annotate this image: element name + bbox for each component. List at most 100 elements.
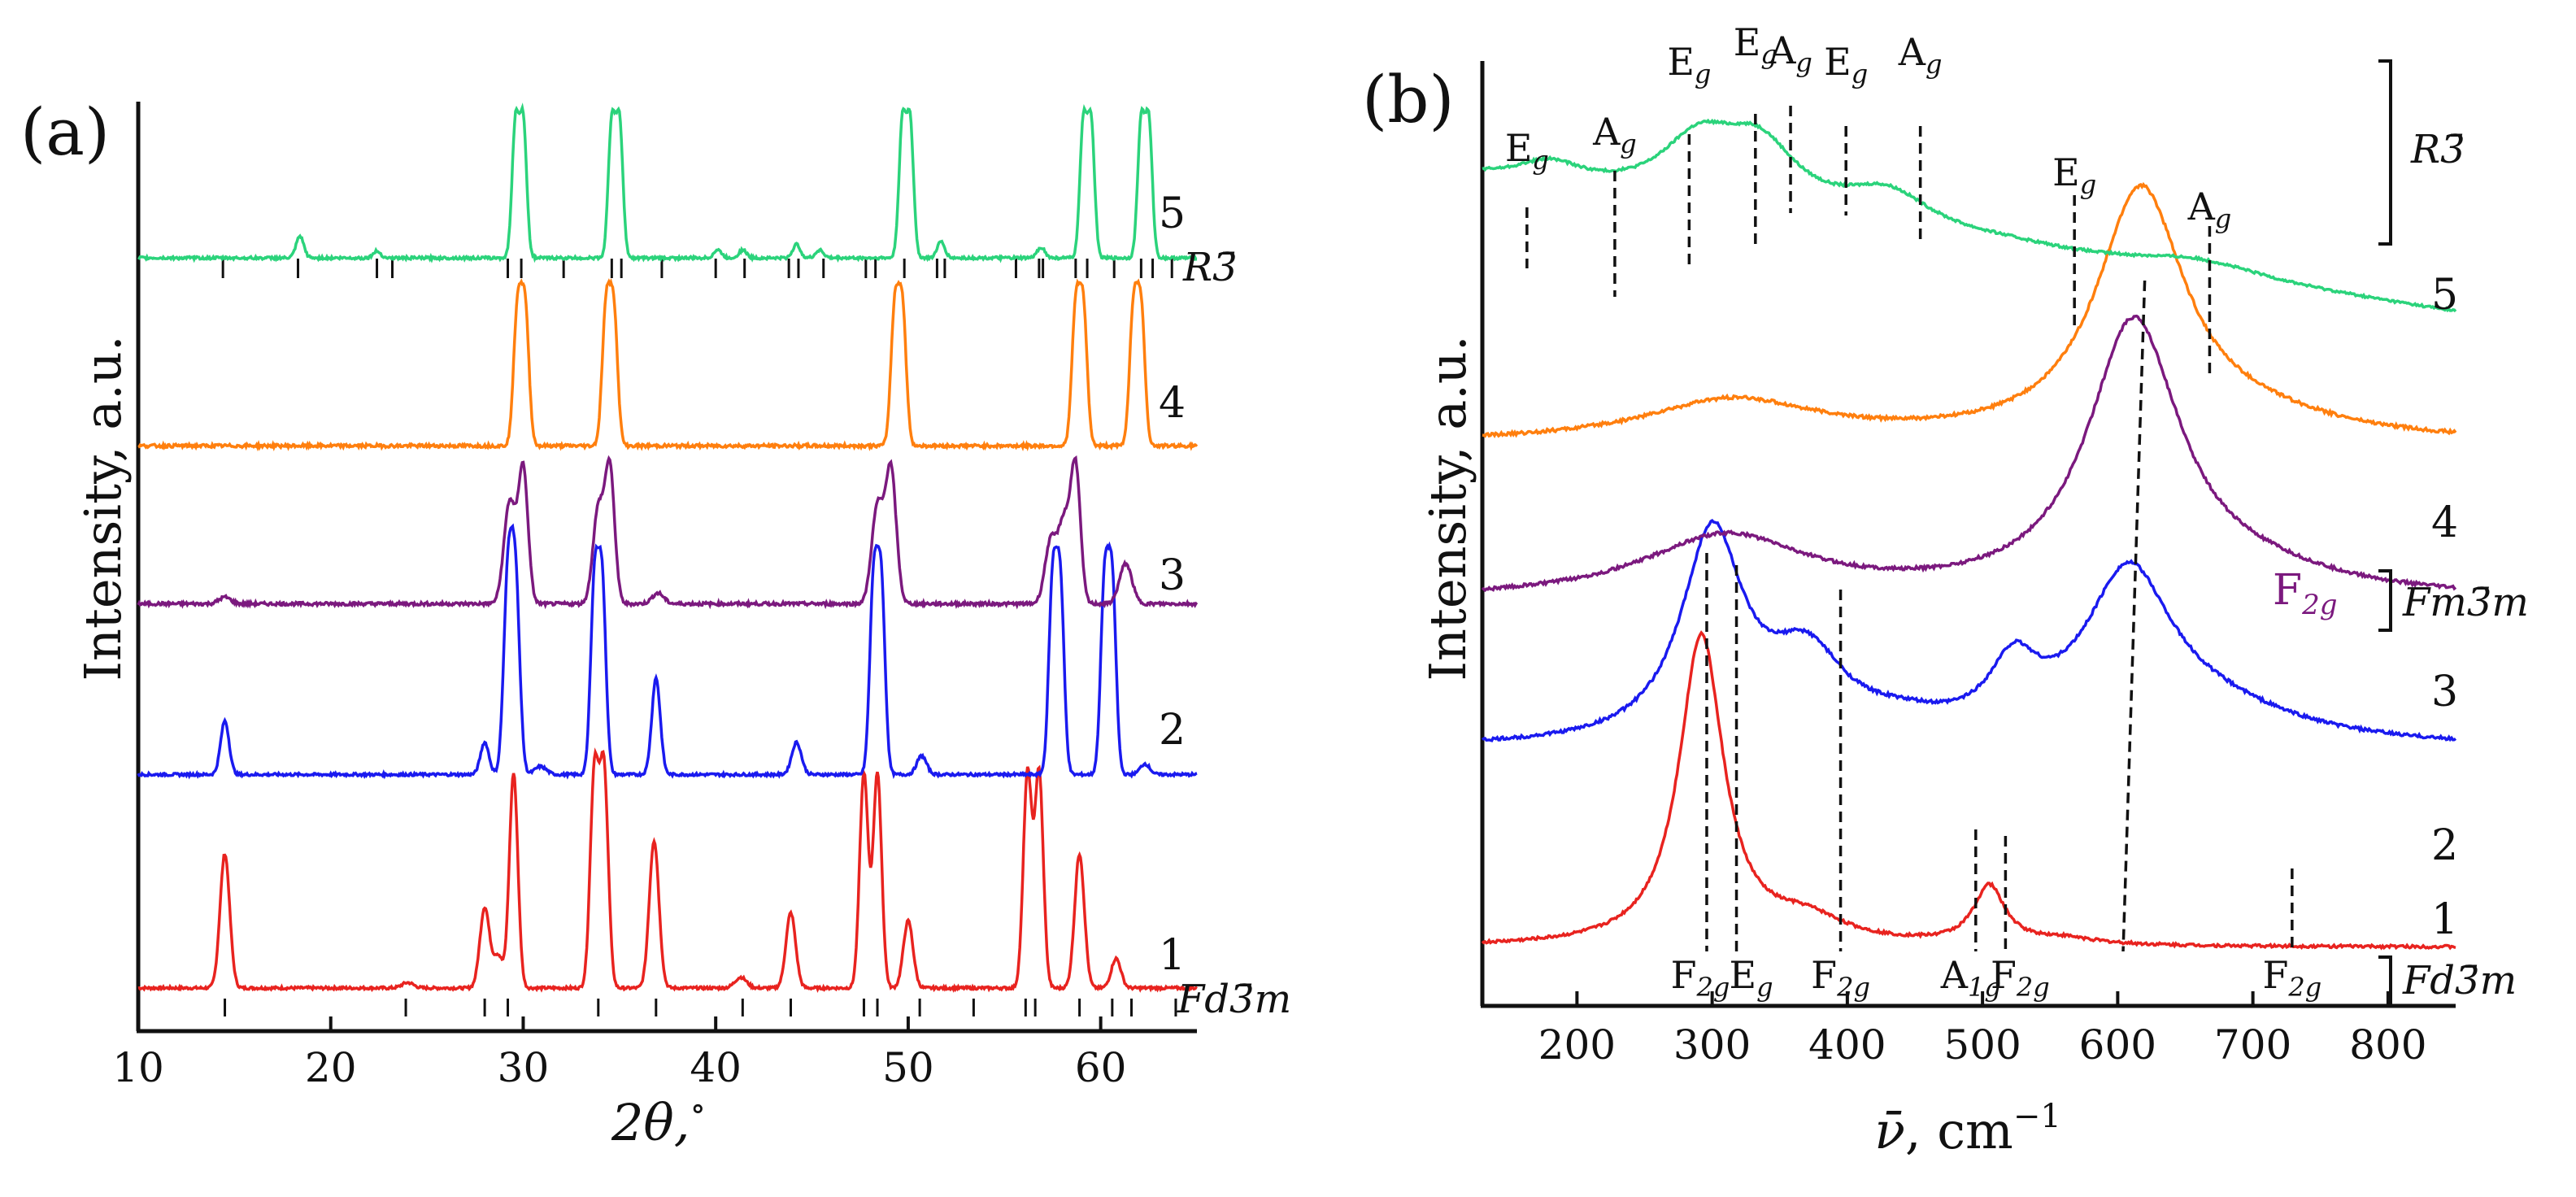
panel-a-x-axis-title-degree: ∘ xyxy=(690,1090,706,1127)
panel-b-mode-label: F2g xyxy=(1811,953,1870,1003)
mode-label-main: E xyxy=(1730,953,1757,997)
mode-label-main: A xyxy=(2187,185,2216,229)
panel-b-x-tick-label: 600 xyxy=(2079,1021,2156,1069)
panel-a-x-ticks: 10 20 30 40 50 60 xyxy=(112,1016,1126,1091)
panel-a-curve-label: 5 xyxy=(1159,189,1186,238)
panel-b-curves xyxy=(1481,118,2457,951)
mode-label-sub: g xyxy=(1795,47,1812,78)
panel-a-curves xyxy=(137,102,1199,994)
panel-b-x-tick-label: 400 xyxy=(1808,1021,1886,1069)
mode-label-sub: g xyxy=(1760,39,1777,70)
panel-b-curve-label: 5 xyxy=(2431,271,2458,320)
panel-a-x-tick-label: 40 xyxy=(690,1044,742,1091)
panel-a-x-tick-label: 20 xyxy=(305,1044,357,1091)
panel-b-x-axis-title-exp: −1 xyxy=(2013,1098,2061,1135)
panel-a-x-tick-label: 30 xyxy=(498,1044,550,1091)
mode-label-sub: 2g xyxy=(2016,972,2050,1003)
panel-b-x-tick-label: 300 xyxy=(1673,1021,1751,1069)
panel-b-x-axis-title: ν̄, cm−1 xyxy=(1874,1098,2061,1160)
panel-a-label: (a) xyxy=(20,94,110,170)
panel-a-fd3m-phase-label: Fd3̄m xyxy=(1177,977,1291,1022)
mode-label-sub: 1g xyxy=(1968,972,2001,1003)
panel-b-series-1 xyxy=(1481,630,2456,951)
panel-a-curve-label: 2 xyxy=(1159,706,1186,755)
panel-a-x-tick-label: 50 xyxy=(882,1044,934,1091)
panel-a-curve-labels: 1 2 3 4 5 xyxy=(1159,189,1186,980)
panel-b-mode-label: Eg xyxy=(1824,40,1868,89)
panel-b-curve-label: 1 xyxy=(2431,895,2458,944)
panel-b-series-2 xyxy=(1481,519,2457,742)
panel-a-fd3m-reference-ticks xyxy=(224,999,1177,1016)
panel-b-mode-dashes xyxy=(1525,106,2294,952)
panel-b-label: (b) xyxy=(1362,62,1455,137)
panel-b-r3-bracket xyxy=(2378,59,2392,246)
panel-a-r3-reference-ticks xyxy=(221,259,1173,278)
panel-b-x-tick-label: 700 xyxy=(2214,1021,2291,1069)
panel-a-curve-label: 3 xyxy=(1159,551,1186,600)
panel-b-curve-label: 4 xyxy=(2431,498,2458,547)
panel-b-mode-label: Eg xyxy=(1667,40,1711,89)
panel-b-series-3 xyxy=(1481,314,2457,593)
panel-a: (a) 10 20 30 40 50 60 1 2 3 4 5 Fd3̄m R3̄ Intensi… xyxy=(20,94,1291,1152)
panel-b-series-5 xyxy=(1482,118,2457,313)
panel-a-x-tick-label: 60 xyxy=(1075,1044,1127,1091)
panel-a-series-3 xyxy=(137,455,1199,610)
panel-b-curve-labels: 1 2 3 4 5 xyxy=(2431,271,2458,944)
mode-label-main: E xyxy=(1734,20,1761,64)
panel-b-curve-label: 3 xyxy=(2431,668,2458,716)
panel-b-mode-label: Ag xyxy=(1898,30,1943,80)
panel-b-mode-label: Eg xyxy=(1505,126,1549,176)
panel-b-mode-label: Ag xyxy=(2187,185,2232,234)
panel-b-x-axis-title-unit: , cm xyxy=(1905,1101,2013,1160)
mode-label-main: F xyxy=(1811,953,1837,997)
mode-label-sub: g xyxy=(1925,49,1942,80)
mode-label-sub: g xyxy=(1852,59,1868,89)
panel-a-y-axis-title: Intensity, a.u. xyxy=(73,335,133,681)
mode-label-sub: g xyxy=(1620,128,1636,159)
panel-b-mode-label: F2g xyxy=(1671,953,1730,1003)
panel-a-series-5 xyxy=(137,102,1198,263)
mode-label-sub: g xyxy=(1756,972,1773,1003)
mode-label-main: A xyxy=(1898,30,1926,74)
panel-b-x-ticks: 200 300 400 500 600 700 800 xyxy=(1538,991,2427,1069)
mode-label-main: E xyxy=(1667,40,1695,84)
mode-label-sub: g xyxy=(1532,145,1548,176)
panel-a-x-axis-title: 2θ,∘ xyxy=(611,1090,706,1152)
panel-b-mode-label: Eg xyxy=(2052,150,2096,200)
mode-label-main: E xyxy=(1505,126,1533,170)
mode-label-sub: g xyxy=(2215,203,2231,234)
panel-b-x-axis-title-nu: ν̄ xyxy=(1874,1101,1905,1160)
panel-a-curve-label: 1 xyxy=(1159,931,1186,980)
panel-b-band-shift-dash xyxy=(2121,280,2147,952)
panel-b-curve-label: 2 xyxy=(2431,821,2458,870)
panel-b-r3-phase-label: R3̄ xyxy=(2410,127,2465,172)
panel-b-x-tick-label: 200 xyxy=(1538,1021,1616,1069)
panel-a-series-4 xyxy=(137,277,1199,452)
panel-a-curve-label: 4 xyxy=(1159,379,1186,428)
panel-a-r3-phase-label: R3̄ xyxy=(1182,245,1238,290)
panel-a-x-axis-title-main: 2θ, xyxy=(611,1093,690,1152)
mode-label-main: E xyxy=(2052,150,2080,194)
panel-b-mode-label: F2g xyxy=(2262,953,2321,1003)
panel-a-series-2 xyxy=(137,523,1198,780)
panel-b-y-axis-title: Intensity, a.u. xyxy=(1418,335,1477,681)
mode-label-main: F xyxy=(1991,953,2017,997)
panel-a-x-tick-label: 10 xyxy=(112,1044,164,1091)
mode-label-main: A xyxy=(1592,110,1621,154)
panel-b-x-tick-label: 500 xyxy=(1943,1021,2021,1069)
panel-b-x-tick-label: 800 xyxy=(2349,1021,2426,1069)
mode-label-sub: g xyxy=(2080,169,2096,200)
mode-label-main: A xyxy=(1940,953,1969,997)
panel-b-fm3m-phase-label: Fm3̄m xyxy=(2402,580,2529,625)
panel-b-mode-label: A1g xyxy=(1940,953,2001,1003)
panel-b-mode-label: Eg xyxy=(1734,20,1778,70)
mode-label-sub: 2g xyxy=(1836,972,1870,1003)
panel-b-mode-label: Ag xyxy=(1592,110,1637,159)
mode-label-sub: 2g xyxy=(2287,972,2321,1003)
panel-a-series-1 xyxy=(137,747,1198,994)
panel-b-mode-label: Eg xyxy=(1730,953,1773,1003)
panel-b-fm3m-mode-sub: 2g xyxy=(2301,589,2337,621)
